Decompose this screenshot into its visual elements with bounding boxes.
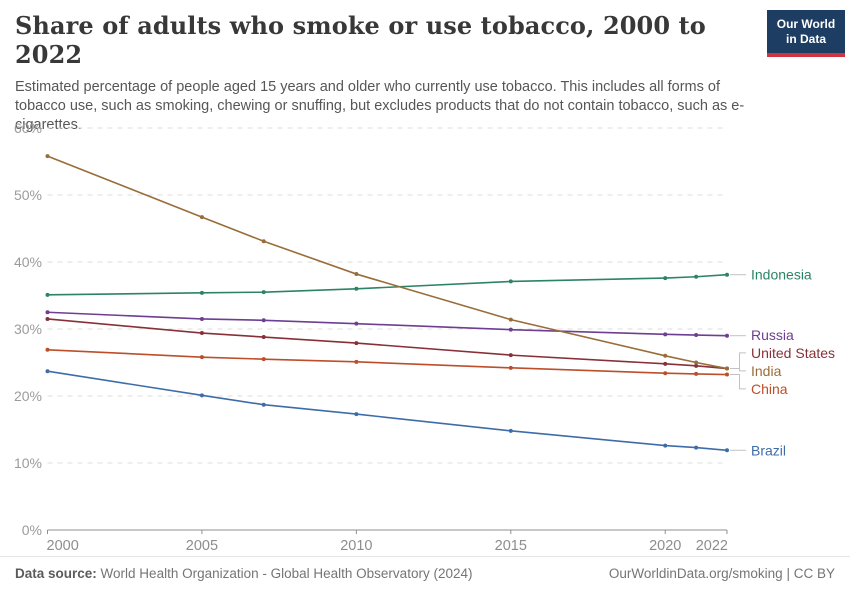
attribution-note: OurWorldinData.org/smoking | CC BY — [609, 566, 835, 581]
y-tick-label-20: 20% — [14, 388, 42, 404]
data-point-united-states-2015 — [508, 353, 513, 358]
data-point-china-2007 — [261, 357, 266, 362]
data-point-indonesia-2020 — [663, 276, 668, 281]
data-point-russia-2005 — [199, 316, 204, 321]
chart-header: Share of adults who smoke or use tobacco… — [15, 11, 765, 136]
data-point-china-2000 — [45, 347, 50, 352]
data-point-brazil-2015 — [508, 428, 513, 433]
data-point-india-2005 — [199, 215, 204, 220]
data-point-indonesia-2015 — [508, 279, 513, 284]
data-point-india-2021 — [694, 360, 699, 365]
data-point-india-2020 — [663, 353, 668, 358]
data-point-india-2000 — [45, 154, 50, 159]
data-point-china-2021 — [694, 371, 699, 376]
data-point-united-states-2010 — [354, 341, 359, 346]
data-point-united-states-2020 — [663, 361, 668, 366]
gridlines — [47, 127, 727, 464]
data-point-indonesia-2000 — [45, 292, 50, 297]
series-line-indonesia — [47, 273, 728, 296]
series-labels: Indonesia Russia United States India China Br… — [730, 267, 835, 458]
owid-logo-line1: Our World — [776, 17, 836, 31]
data-point-united-states-2021 — [694, 363, 699, 368]
data-point-russia-2015 — [508, 327, 513, 332]
series-line-india — [47, 155, 728, 370]
data-point-brazil-2007 — [261, 402, 266, 407]
y-tick-label-60: 60% — [14, 120, 42, 136]
data-point-russia-2022 — [725, 333, 729, 338]
data-point-united-states-2000 — [45, 316, 50, 321]
data-point-india-2010 — [354, 272, 359, 277]
data-point-russia-2007 — [261, 318, 266, 323]
data-source-note: Data source: World Health Organization -… — [15, 566, 472, 581]
owid-logo-line2: in Data — [785, 32, 826, 46]
data-point-brazil-2021 — [694, 445, 699, 450]
data-point-china-2010 — [354, 359, 359, 364]
owid-logo: Our World in Data — [767, 10, 845, 57]
x-tick-label-2022: 2022 — [696, 538, 728, 554]
data-point-china-2020 — [663, 371, 668, 376]
chart-footer: Data source: World Health Organization -… — [15, 566, 835, 581]
data-point-russia-2021 — [694, 333, 699, 338]
y-tick-label-50: 50% — [14, 187, 42, 203]
data-point-brazil-2022 — [725, 448, 729, 453]
series-line-russia — [47, 311, 728, 337]
data-point-indonesia-2010 — [354, 286, 359, 291]
data-point-indonesia-2021 — [694, 274, 699, 279]
label-connector-india — [730, 368, 746, 372]
series-label-russia[interactable]: Russia — [751, 327, 794, 343]
label-connector-united-states — [730, 352, 746, 370]
data-point-brazil-2020 — [663, 443, 668, 448]
data-point-china-2022 — [725, 372, 729, 377]
owid-url-link[interactable]: OurWorldinData.org/smoking — [608, 566, 783, 581]
series-label-indonesia[interactable]: Indonesia — [751, 267, 812, 283]
x-tick-label-2005: 2005 — [186, 538, 218, 554]
series-line-china — [47, 348, 728, 376]
data-point-russia-2020 — [663, 332, 668, 337]
x-tick-label-2015: 2015 — [495, 538, 527, 554]
y-axis-tick-labels: 0% 10% 20% 30% 40% 50% 60% — [14, 120, 42, 538]
x-tick-label-2010: 2010 — [340, 538, 372, 554]
data-point-india-2015 — [508, 317, 513, 322]
data-point-brazil-2005 — [199, 393, 204, 398]
data-point-brazil-2010 — [354, 412, 359, 417]
series-line-united-states — [47, 318, 728, 370]
data-point-india-2022 — [725, 366, 729, 371]
data-point-indonesia-2007 — [261, 290, 266, 295]
data-point-china-2015 — [508, 365, 513, 370]
series-lines — [45, 154, 729, 453]
data-source-label: Data source: — [15, 566, 97, 581]
x-tick-label-2000: 2000 — [47, 538, 79, 554]
x-tick-label-2020: 2020 — [649, 538, 681, 554]
y-tick-label-10: 10% — [14, 455, 42, 471]
data-source-text: World Health Organization - Global Healt… — [100, 566, 473, 581]
y-tick-label-30: 30% — [14, 321, 42, 337]
x-axis: 2000 2005 2010 2015 2020 2022 — [47, 529, 728, 554]
data-point-india-2007 — [261, 239, 266, 244]
data-point-indonesia-2005 — [199, 290, 204, 295]
data-point-united-states-2007 — [261, 335, 266, 340]
data-point-russia-2010 — [354, 321, 359, 326]
data-point-indonesia-2022 — [725, 272, 729, 277]
attribution-separator: | — [786, 566, 790, 581]
footer-divider — [0, 556, 850, 557]
series-line-brazil — [47, 370, 728, 452]
series-label-brazil[interactable]: Brazil — [751, 442, 786, 458]
data-point-china-2005 — [199, 355, 204, 360]
data-point-brazil-2000 — [45, 369, 50, 374]
license-badge: CC BY — [793, 566, 835, 581]
data-point-united-states-2005 — [199, 331, 204, 336]
label-connector-china — [730, 374, 746, 390]
chart-subtitle: Estimated percentage of people aged 15 y… — [15, 78, 745, 134]
data-point-russia-2000 — [45, 310, 50, 315]
chart-title: Share of adults who smoke or use tobacco… — [15, 11, 706, 69]
series-label-china[interactable]: China — [751, 381, 788, 397]
y-tick-label-0: 0% — [22, 522, 42, 538]
series-label-india[interactable]: India — [751, 363, 782, 379]
y-tick-label-40: 40% — [14, 254, 42, 270]
series-label-united-states[interactable]: United States — [751, 345, 835, 361]
